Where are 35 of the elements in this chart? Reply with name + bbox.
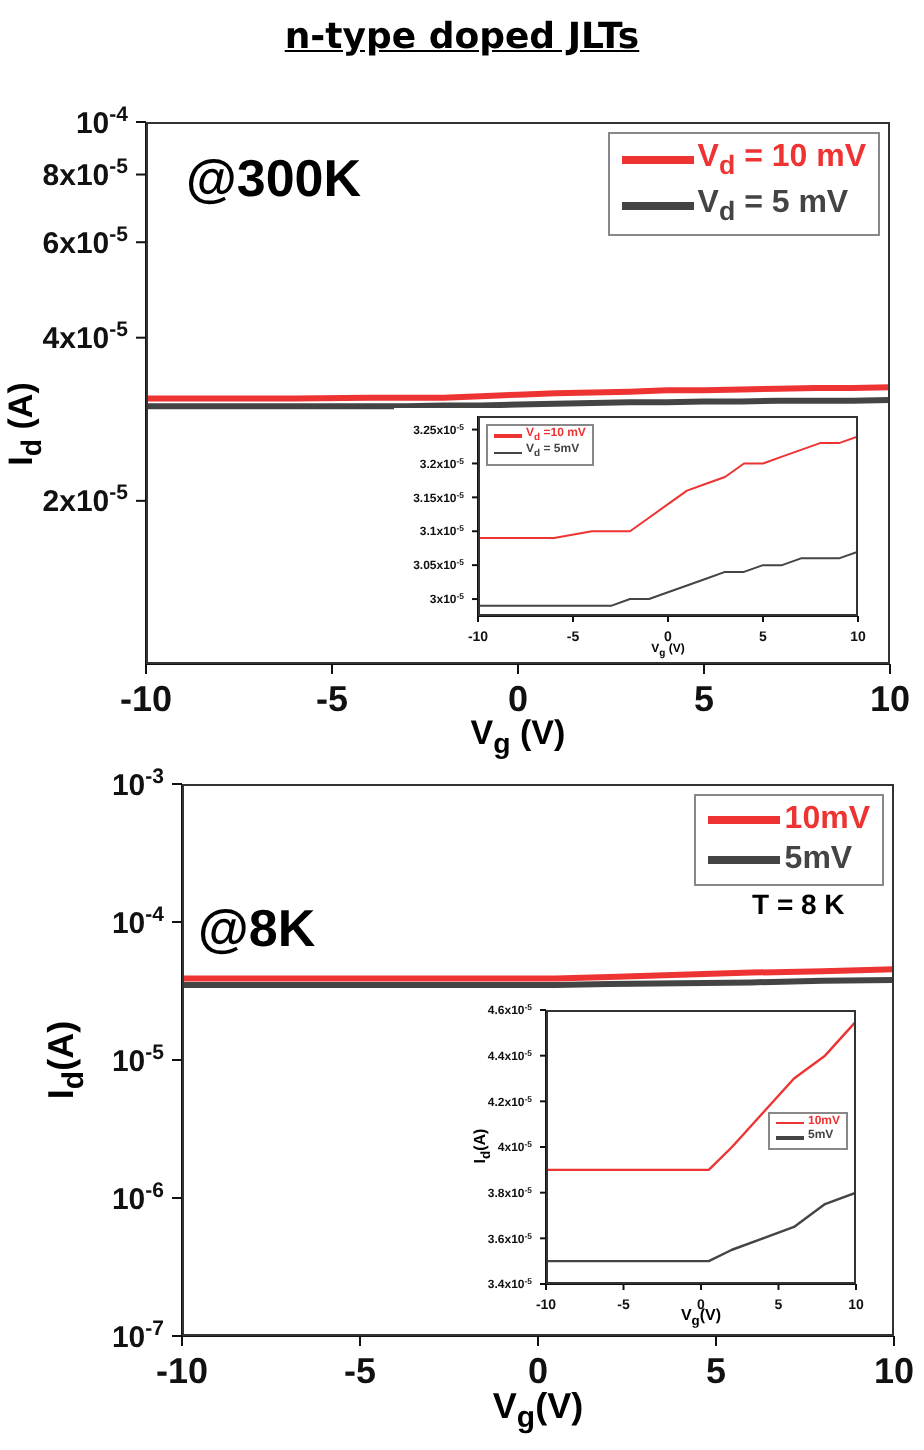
y-tick-label: 10$^{-5}$: [111, 1040, 165, 1079]
y-tick-label: 10$^{-7}$: [111, 1316, 165, 1355]
line-series: [478, 550, 858, 607]
x-tick-label: -5: [315, 678, 349, 719]
x-tick-label: 10: [873, 1350, 915, 1391]
annotation: @300K: [186, 148, 362, 208]
x-tick-label: 5: [693, 678, 715, 719]
x-axis-title: V$_{g}$(V): [490, 1386, 586, 1436]
x-tick-label: -10: [119, 678, 173, 719]
x-tick-label: 5: [705, 1350, 727, 1391]
y-tick-label: 6x10$^{-5}$: [42, 222, 129, 261]
legend-label: 5mV: [784, 840, 853, 880]
y-tick-label: 10$^{-4}$: [111, 902, 165, 941]
y-tick-label: 4x10$^{-5}$: [42, 318, 129, 357]
chart-title: n-type doped JLTs: [282, 16, 642, 58]
y-tick-label: 10$^{-3}$: [111, 764, 165, 803]
x-axis-title: V$_{g}$(V): [680, 1306, 722, 1330]
y-tick-label: 8x10$^{-5}$: [42, 155, 129, 194]
legend-label: V$_{d}$ = 10 mV: [697, 138, 866, 184]
legend-label: V$_{d}$ = 5 mV: [697, 183, 849, 230]
y-tick-label: 10$^{-6}$: [111, 1178, 165, 1217]
y-tick-label: 2x10$^{-5}$: [42, 481, 129, 520]
x-axis-title: V$_{g}$ (V): [468, 714, 568, 761]
x-tick-label: 0: [527, 1350, 549, 1391]
line-series: [546, 1191, 856, 1263]
x-tick-label: -5: [343, 1350, 377, 1391]
y-tick-label: 10$^{-4}$: [75, 102, 129, 141]
line-series: [546, 1020, 856, 1172]
x-tick-label: 10: [869, 678, 911, 719]
x-tick-label: 0: [507, 678, 529, 719]
legend-label: 10mV: [784, 800, 870, 840]
line-series: [478, 435, 858, 540]
annotation: @8K: [198, 898, 316, 958]
annotation: T = 8 K: [752, 888, 845, 920]
x-tick-label: -10: [155, 1350, 209, 1391]
